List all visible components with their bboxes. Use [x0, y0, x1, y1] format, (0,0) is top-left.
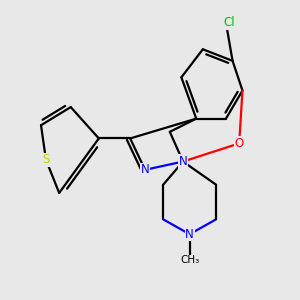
Text: Cl: Cl	[223, 16, 235, 29]
Text: N: N	[178, 155, 188, 168]
Text: S: S	[42, 153, 50, 167]
Text: O: O	[235, 137, 244, 150]
Text: N: N	[141, 163, 149, 176]
Text: CH₃: CH₃	[180, 255, 199, 265]
Text: N: N	[185, 228, 194, 241]
